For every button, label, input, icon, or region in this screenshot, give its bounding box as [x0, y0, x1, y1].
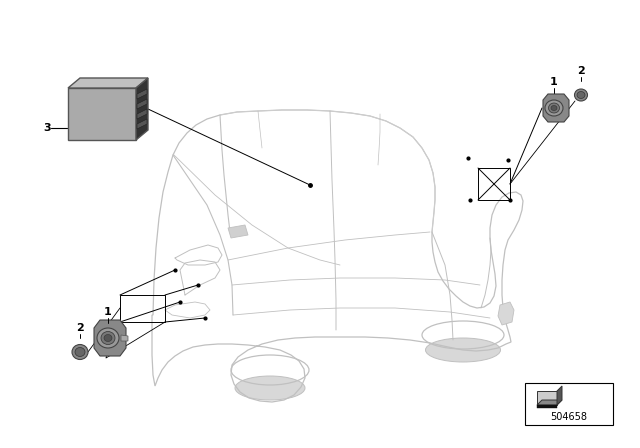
Ellipse shape — [575, 89, 588, 101]
Ellipse shape — [548, 103, 559, 113]
Polygon shape — [557, 386, 562, 405]
Polygon shape — [228, 225, 248, 238]
Polygon shape — [94, 320, 126, 356]
Ellipse shape — [101, 332, 115, 345]
Text: 2: 2 — [577, 66, 585, 76]
Polygon shape — [537, 405, 557, 408]
Polygon shape — [68, 78, 148, 88]
Polygon shape — [136, 78, 148, 140]
Text: 2: 2 — [76, 323, 84, 333]
Polygon shape — [137, 99, 147, 109]
Polygon shape — [537, 391, 557, 405]
Ellipse shape — [426, 338, 500, 362]
Text: 504658: 504658 — [550, 412, 588, 422]
Ellipse shape — [577, 91, 585, 99]
Ellipse shape — [72, 345, 88, 359]
Polygon shape — [498, 302, 514, 325]
Polygon shape — [537, 400, 562, 405]
Ellipse shape — [235, 376, 305, 400]
Polygon shape — [543, 94, 569, 122]
Text: 1: 1 — [104, 307, 112, 317]
Ellipse shape — [75, 348, 85, 357]
Ellipse shape — [551, 105, 557, 111]
Polygon shape — [137, 109, 147, 119]
Polygon shape — [137, 89, 147, 99]
Ellipse shape — [104, 335, 112, 341]
Text: 3: 3 — [43, 123, 51, 133]
Bar — [525, 383, 613, 425]
Polygon shape — [68, 88, 136, 140]
Text: 1: 1 — [550, 77, 558, 87]
Ellipse shape — [97, 328, 119, 348]
Polygon shape — [137, 119, 147, 129]
Polygon shape — [121, 335, 128, 341]
Ellipse shape — [545, 100, 563, 116]
